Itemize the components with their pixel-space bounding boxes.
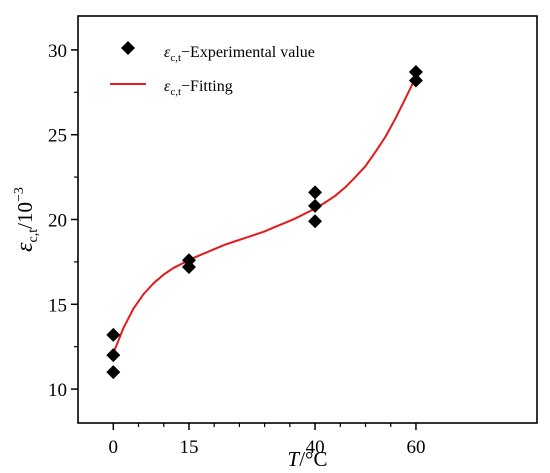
data-point-diamond: [308, 185, 323, 200]
y-axis-unit: /10: [13, 202, 37, 229]
x-axis-label: T/°C: [288, 447, 328, 471]
legend-label: −Experimental value: [181, 44, 315, 61]
axis-labels: T/°C εc,t/10−3: [12, 187, 327, 471]
legend-symbol: ε: [164, 78, 171, 95]
x-tick-label: 40: [306, 437, 325, 458]
plot-frame: [77, 15, 538, 424]
data-point-diamond: [181, 253, 196, 268]
legend-subscript: c,t: [170, 52, 181, 64]
y-axis-label: εc,t/10−3: [12, 187, 41, 252]
fitting-curve: [112, 76, 417, 354]
legend-label: −Fitting: [181, 78, 233, 95]
data-point-diamond: [308, 214, 323, 229]
x-axis-symbol: T: [288, 447, 301, 471]
plot-area: [77, 15, 538, 424]
y-tick-label: 25: [48, 126, 67, 147]
x-axis-unit: /°C: [299, 447, 327, 471]
legend-symbol: ε: [164, 44, 171, 61]
data-point-diamond: [106, 365, 121, 380]
y-tick-label: 10: [48, 380, 67, 401]
chart-marks: [106, 64, 423, 380]
data-point-diamond: [106, 327, 121, 342]
y-tick-label: 15: [48, 295, 67, 316]
y-tick-label: 30: [48, 41, 67, 62]
x-tick-label: 60: [406, 437, 425, 458]
legend-diamond-marker: [121, 41, 135, 55]
legend-item-fitting: εc,t−Fitting: [164, 78, 233, 98]
y-axis-exponent: −3: [12, 187, 27, 202]
y-axis-symbol: ε: [12, 242, 38, 252]
data-point-diamond: [106, 348, 121, 363]
data-point-diamond: [408, 73, 423, 88]
data-point-diamond: [408, 64, 423, 79]
axes: 0 15 40 60 10 15 20 25 30: [48, 41, 425, 458]
y-tick-label: 20: [48, 211, 67, 232]
legend-subscript: c,t: [170, 86, 181, 98]
data-point-diamond: [308, 198, 323, 213]
y-axis-subscript: c,t: [26, 229, 41, 243]
legend-item-experimental: εc,t−Experimental value: [164, 44, 315, 64]
x-tick-label: 0: [109, 437, 119, 458]
x-tick-label: 15: [179, 437, 198, 458]
